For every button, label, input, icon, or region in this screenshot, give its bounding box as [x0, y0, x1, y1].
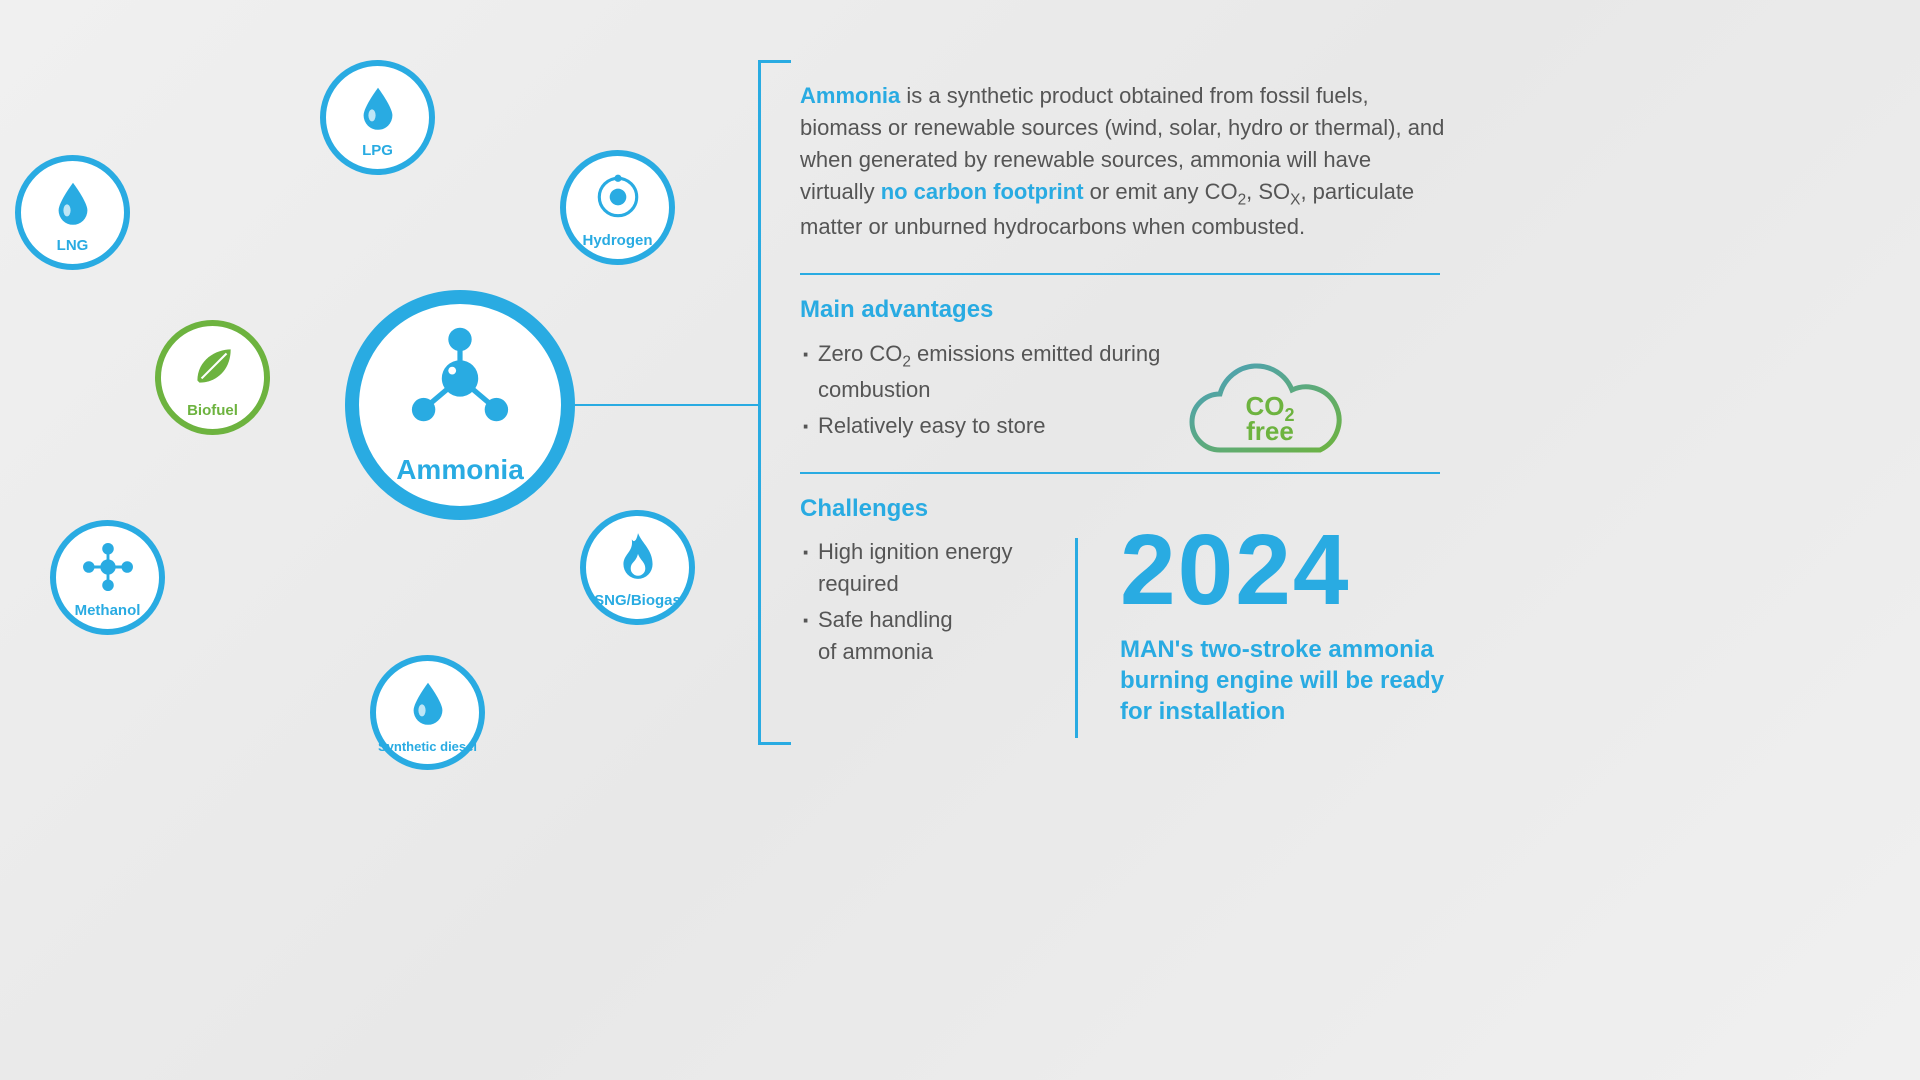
node-label: Hydrogen — [582, 232, 652, 249]
flame-icon — [617, 531, 659, 583]
node-hydrogen: Hydrogen — [560, 150, 675, 265]
intro-paragraph: Ammonia is a synthetic product obtained … — [800, 80, 1450, 243]
node-label: LNG — [57, 237, 89, 254]
section-title: Challenges — [800, 492, 1060, 527]
molecule-icon — [395, 316, 525, 446]
cloud-icon: CO2 free — [1170, 360, 1370, 470]
node-ammonia: Ammonia — [345, 290, 575, 520]
vertical-divider — [1075, 538, 1078, 738]
drop-icon — [49, 178, 97, 226]
challenges-section: Challenges High ignition energyrequired … — [800, 492, 1060, 668]
node-sng: SNG/Biogas — [580, 510, 695, 625]
node-label: Methanol — [75, 602, 141, 619]
year-block: 2024 MAN's two-stroke ammonia burning en… — [1120, 520, 1450, 728]
molecule-small-icon — [79, 543, 137, 591]
keyword: Ammonia — [800, 83, 900, 108]
svg-text:free: free — [1246, 416, 1294, 446]
leaf-icon — [187, 341, 239, 393]
section-title: Main advantages — [800, 293, 1450, 328]
node-biofuel: Biofuel — [155, 320, 270, 435]
divider — [800, 273, 1440, 275]
list-item: Safe handlingof ammonia — [800, 604, 1060, 668]
co2-free-badge: CO2 free — [1170, 360, 1370, 470]
list-item: High ignition energyrequired — [800, 536, 1060, 600]
drop-icon — [354, 83, 402, 131]
node-label: LPG — [362, 142, 393, 159]
fuel-diagram: Ammonia LPG Hydrogen — [0, 0, 760, 1080]
node-label: SNG/Biogas — [594, 592, 681, 609]
node-methanol: Methanol — [50, 520, 165, 635]
atom-icon — [592, 171, 644, 223]
drop-icon — [404, 678, 452, 726]
node-label: Biofuel — [187, 402, 238, 419]
keyword: no carbon footprint — [881, 179, 1084, 204]
year-caption: MAN's two-stroke ammonia burning engine … — [1120, 634, 1450, 728]
node-lpg: LPG — [320, 60, 435, 175]
challenges-list: High ignition energyrequired Safe handli… — [800, 536, 1060, 668]
node-synthdiesel: Synthetic diesel — [370, 655, 485, 770]
content-bracket — [758, 60, 761, 745]
connector-line — [575, 404, 758, 406]
node-label: Synthetic diesel — [378, 739, 477, 754]
node-label: Ammonia — [396, 454, 524, 486]
node-lng: LNG — [15, 155, 130, 270]
divider — [800, 472, 1440, 474]
year-number: 2024 — [1120, 520, 1450, 620]
